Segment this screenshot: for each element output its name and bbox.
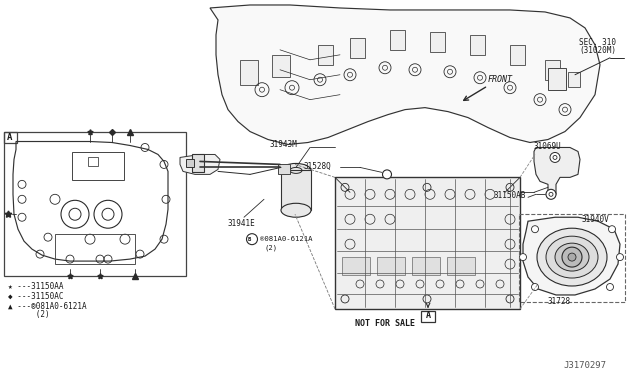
Text: ▲ ---®081A0-6121A: ▲ ---®081A0-6121A [8, 302, 86, 311]
Circle shape [246, 234, 257, 245]
Polygon shape [210, 5, 600, 144]
Circle shape [562, 247, 582, 267]
Circle shape [550, 153, 560, 163]
Text: ◆ ---31150AC: ◆ ---31150AC [8, 292, 63, 301]
Text: B: B [248, 237, 251, 242]
Text: FRONT: FRONT [488, 75, 513, 84]
Text: A: A [7, 132, 12, 141]
Text: (31020M): (31020M) [579, 46, 616, 55]
Text: 31150AB: 31150AB [493, 191, 525, 201]
Circle shape [383, 170, 392, 179]
Ellipse shape [546, 236, 598, 278]
Bar [390, 30, 405, 50]
Text: (2): (2) [8, 310, 50, 319]
Bar [421, 311, 435, 322]
Polygon shape [534, 147, 580, 194]
Circle shape [520, 254, 527, 261]
Text: 31943M: 31943M [270, 140, 298, 148]
Polygon shape [523, 217, 620, 295]
Bar [4, 132, 186, 276]
Bar [377, 257, 405, 275]
Bar [278, 164, 290, 174]
Text: 31528Q: 31528Q [303, 163, 331, 171]
Bar [545, 60, 560, 80]
Bar [548, 68, 566, 90]
Text: (2): (2) [264, 244, 277, 251]
Ellipse shape [555, 243, 589, 271]
Text: A: A [426, 311, 431, 320]
Bar [55, 234, 135, 264]
Bar [447, 257, 475, 275]
Ellipse shape [281, 203, 311, 217]
Bar [240, 60, 258, 85]
Bar [281, 170, 311, 210]
Ellipse shape [537, 228, 607, 286]
Text: 31728: 31728 [548, 297, 571, 306]
Bar [519, 214, 625, 302]
Bar [335, 177, 520, 309]
Bar [186, 160, 194, 167]
Bar [88, 157, 98, 166]
Bar [412, 257, 440, 275]
Text: ★ ---31150AA: ★ ---31150AA [8, 282, 63, 291]
Ellipse shape [281, 163, 311, 177]
Text: J3170297: J3170297 [563, 361, 606, 370]
Circle shape [531, 226, 538, 232]
Text: 31940V: 31940V [582, 215, 610, 224]
Circle shape [568, 253, 576, 261]
Bar [4, 132, 17, 142]
Circle shape [546, 189, 556, 199]
Bar [510, 45, 525, 65]
Circle shape [609, 226, 616, 232]
Text: SEC. 310: SEC. 310 [579, 38, 616, 47]
Text: 31069U: 31069U [534, 141, 562, 151]
Bar [568, 72, 580, 87]
Text: NOT FOR SALE: NOT FOR SALE [355, 319, 415, 328]
Bar [430, 32, 445, 52]
Circle shape [607, 283, 614, 291]
Bar [350, 38, 365, 58]
Bar [72, 153, 124, 180]
Bar [342, 257, 370, 275]
Text: ®081A0-6121A: ®081A0-6121A [260, 236, 312, 242]
Bar [318, 45, 333, 65]
Text: 31941E: 31941E [228, 219, 256, 228]
Circle shape [616, 254, 623, 261]
Bar [470, 35, 485, 55]
Circle shape [531, 283, 538, 291]
Bar [192, 154, 204, 172]
Bar [272, 55, 290, 77]
Polygon shape [180, 154, 220, 174]
